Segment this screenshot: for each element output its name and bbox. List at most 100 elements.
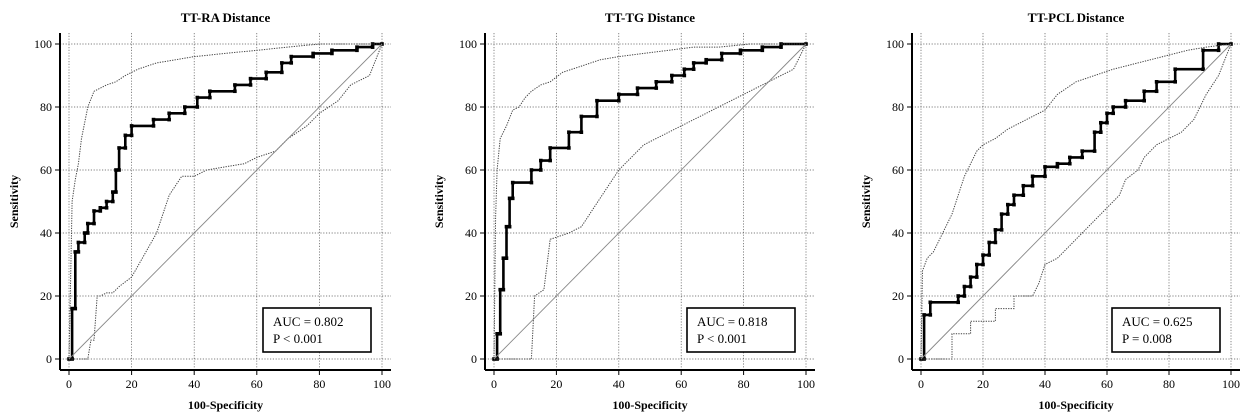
x-tick-label-3: 60 [675,377,687,391]
roc-point [779,45,783,49]
roc-point [987,240,991,245]
roc-point [208,89,212,94]
y-tick-label-2: 40 [465,226,477,240]
x-tick-label-1: 20 [550,377,562,391]
chart-panel-1: 0 20 40 60 80 100 0 20 40 60 80 100 TT-RA Distance 10… [7,10,391,412]
roc-point [129,124,134,128]
roc-point [264,76,268,81]
roc-point [654,80,659,84]
roc-point [981,253,985,257]
roc-point [98,209,103,213]
roc-point [993,228,998,232]
roc-point [311,54,315,59]
roc-point [1012,202,1016,207]
p-value-label: P < 0.001 [697,331,747,346]
roc-point [1154,80,1159,84]
upper-confidence-line [68,43,382,360]
roc-point [183,105,187,109]
y-tick-label-3: 60 [40,163,52,177]
y-tick-label-4: 80 [40,100,52,114]
roc-point [501,287,506,292]
x-tick-label-0: 0 [491,377,497,391]
roc-point [529,180,534,185]
chart-title: TT-PCL Distance [1028,10,1125,25]
roc-point [617,92,621,97]
roc-point [1154,89,1159,94]
roc-point [1021,183,1026,188]
roc-point [510,180,515,185]
roc-point [264,70,268,75]
roc-point [208,95,212,100]
x-tick-label-0: 0 [918,377,924,391]
roc-point [968,284,973,289]
roc-point [691,61,696,65]
y-tick-label-4: 80 [892,100,904,114]
roc-point [567,130,571,134]
roc-point [330,51,334,56]
roc-point [635,92,640,97]
roc-point [498,332,503,336]
roc-point [183,111,187,116]
roc-point [595,114,599,119]
roc-point [289,61,294,65]
roc-point [1006,202,1010,207]
x-axis-label: 100-Specificity [1038,398,1113,412]
roc-point [579,130,584,134]
roc-point [1142,89,1146,94]
roc-point [595,98,599,103]
y-tick-label-2: 40 [40,226,52,240]
roc-point [962,294,967,298]
roc-point [1030,183,1035,188]
x-tick-label-4: 80 [313,377,325,391]
roc-point [1111,111,1115,116]
upper-confidence-line [920,43,1232,360]
roc-point [504,224,509,229]
roc-point [975,275,979,279]
roc-point [167,111,171,116]
roc-point [370,42,375,46]
roc-point [73,306,78,311]
roc-point [738,48,743,53]
roc-point [233,83,237,87]
roc-point [1123,105,1128,109]
roc-point [117,146,121,150]
roc-point [956,300,960,305]
roc-point [1092,130,1097,134]
roc-point [962,284,967,289]
roc-point [280,61,284,65]
roc-point [151,117,156,122]
x-tick-label-3: 60 [251,377,263,391]
roc-point [1123,98,1128,103]
roc-point [85,221,90,226]
roc-point [1216,42,1221,46]
y-tick-label-3: 60 [892,163,904,177]
roc-point [1142,98,1146,103]
chart-title: TT-TG Distance [605,10,695,25]
y-tick-label-4: 80 [465,100,477,114]
roc-point [968,275,973,279]
x-tick-label-1: 20 [126,377,138,391]
reference-diagonal-line [68,43,383,360]
roc-point [1043,174,1047,179]
x-axis-label: 100-Specificity [612,398,687,412]
chart-title: TT-RA Distance [181,10,271,25]
roc-point [922,313,926,317]
roc-point [233,89,237,94]
auc-value-label: AUC = 0.625 [1122,314,1193,329]
roc-point [779,42,783,46]
roc-point [123,133,128,138]
roc-point [981,262,985,267]
roc-point [104,199,109,204]
roc-point [1099,130,1103,134]
roc-point [1030,174,1035,179]
y-tick-label-1: 20 [465,289,477,303]
roc-point [529,168,534,172]
roc-point [1068,161,1072,166]
lower-confidence-line [69,43,383,360]
roc-point [704,57,708,62]
roc-point [82,231,87,235]
x-tick-label-5: 100 [373,377,391,391]
roc-point [85,231,90,235]
roc-point [289,54,294,59]
